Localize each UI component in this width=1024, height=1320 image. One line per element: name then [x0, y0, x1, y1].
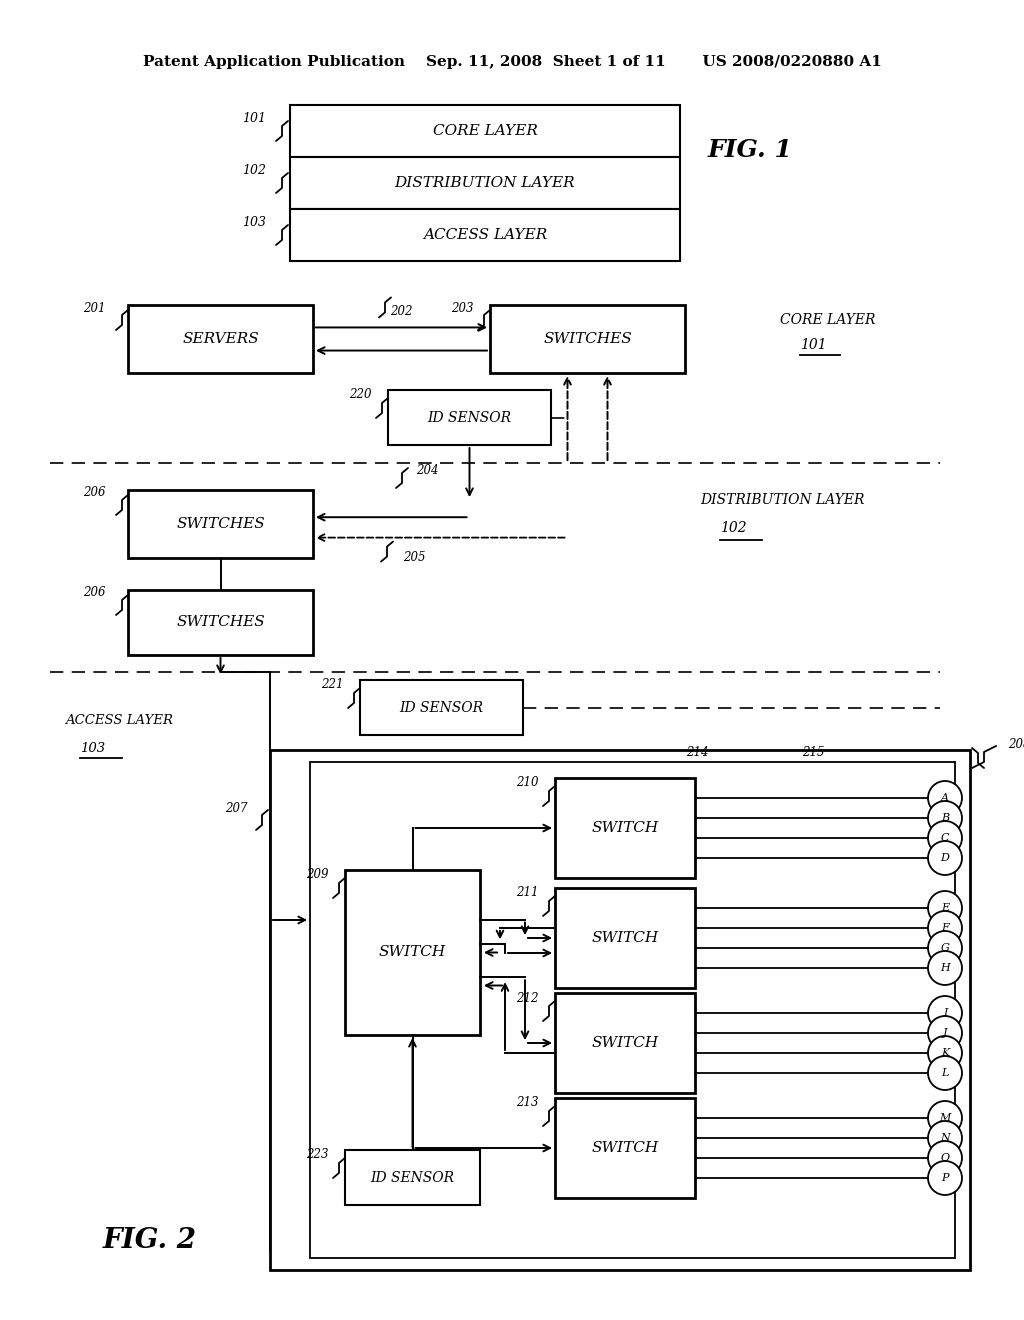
- Text: 214: 214: [686, 746, 709, 759]
- Circle shape: [928, 1162, 962, 1195]
- Text: P: P: [941, 1173, 949, 1183]
- Text: 210: 210: [516, 776, 539, 789]
- Text: 223: 223: [306, 1148, 329, 1162]
- Circle shape: [928, 891, 962, 925]
- Text: 207: 207: [225, 801, 248, 814]
- Text: H: H: [940, 964, 950, 973]
- Circle shape: [928, 1056, 962, 1090]
- Bar: [490, 305, 685, 374]
- Bar: [310, 762, 955, 1258]
- Text: C: C: [941, 833, 949, 843]
- Text: D: D: [941, 853, 949, 863]
- Text: 211: 211: [516, 887, 539, 899]
- Bar: [388, 389, 551, 445]
- Text: 102: 102: [720, 521, 746, 535]
- Text: FIG. 2: FIG. 2: [103, 1226, 197, 1254]
- Circle shape: [928, 1016, 962, 1049]
- Text: CORE LAYER: CORE LAYER: [432, 124, 538, 139]
- Text: 201: 201: [84, 301, 106, 314]
- Text: CORE LAYER: CORE LAYER: [780, 313, 876, 327]
- Circle shape: [928, 911, 962, 945]
- Text: ID SENSOR: ID SENSOR: [427, 411, 512, 425]
- Circle shape: [928, 1036, 962, 1071]
- Bar: [270, 750, 970, 1270]
- Text: 103: 103: [242, 216, 266, 230]
- Text: SWITCH: SWITCH: [379, 945, 446, 960]
- Bar: [555, 777, 695, 878]
- Text: SWITCH: SWITCH: [592, 821, 658, 836]
- Circle shape: [928, 801, 962, 836]
- Circle shape: [928, 841, 962, 875]
- Text: SWITCH: SWITCH: [592, 931, 658, 945]
- Text: ID SENSOR: ID SENSOR: [399, 701, 483, 714]
- Text: 212: 212: [516, 991, 539, 1005]
- Circle shape: [928, 931, 962, 965]
- Text: 202: 202: [390, 305, 413, 318]
- Text: K: K: [941, 1048, 949, 1059]
- Text: N: N: [940, 1133, 950, 1143]
- Circle shape: [928, 950, 962, 985]
- Text: 221: 221: [322, 678, 344, 692]
- Text: 206: 206: [84, 586, 106, 599]
- Text: ACCESS LAYER: ACCESS LAYER: [423, 228, 547, 242]
- Circle shape: [928, 1121, 962, 1155]
- Text: M: M: [939, 1113, 950, 1123]
- Text: 203: 203: [452, 301, 474, 314]
- Text: 220: 220: [349, 388, 372, 401]
- Bar: [128, 305, 313, 374]
- Text: O: O: [940, 1152, 949, 1163]
- Text: 204: 204: [416, 463, 438, 477]
- Text: SWITCH: SWITCH: [592, 1140, 658, 1155]
- Text: J: J: [943, 1028, 947, 1038]
- Text: 205: 205: [403, 552, 426, 564]
- Text: 101: 101: [800, 338, 826, 352]
- Text: E: E: [941, 903, 949, 913]
- Text: 209: 209: [306, 869, 329, 882]
- Text: SWITCH: SWITCH: [592, 1036, 658, 1049]
- Circle shape: [928, 997, 962, 1030]
- Text: 206: 206: [84, 487, 106, 499]
- Text: SWITCHES: SWITCHES: [543, 333, 632, 346]
- Text: 102: 102: [242, 165, 266, 177]
- Bar: [128, 490, 313, 558]
- Text: Patent Application Publication    Sep. 11, 2008  Sheet 1 of 11       US 2008/022: Patent Application Publication Sep. 11, …: [142, 55, 882, 69]
- Bar: [290, 157, 680, 209]
- Text: DISTRIBUTION LAYER: DISTRIBUTION LAYER: [394, 176, 575, 190]
- Text: L: L: [941, 1068, 948, 1078]
- Bar: [345, 1150, 480, 1205]
- Circle shape: [928, 821, 962, 855]
- Bar: [290, 209, 680, 261]
- Bar: [360, 680, 523, 735]
- Text: SERVERS: SERVERS: [182, 333, 259, 346]
- Text: B: B: [941, 813, 949, 822]
- Bar: [555, 1098, 695, 1199]
- Text: F: F: [941, 923, 949, 933]
- Text: 213: 213: [516, 1097, 539, 1110]
- Text: 208: 208: [1008, 738, 1024, 751]
- Bar: [128, 590, 313, 655]
- Text: FIG. 1: FIG. 1: [708, 139, 793, 162]
- Circle shape: [928, 1101, 962, 1135]
- Text: 215: 215: [802, 746, 824, 759]
- Bar: [555, 993, 695, 1093]
- Circle shape: [928, 1140, 962, 1175]
- Text: SWITCHES: SWITCHES: [176, 517, 265, 531]
- Bar: [555, 888, 695, 987]
- Bar: [345, 870, 480, 1035]
- Text: 101: 101: [242, 112, 266, 125]
- Text: DISTRIBUTION LAYER: DISTRIBUTION LAYER: [700, 492, 864, 507]
- Text: I: I: [943, 1008, 947, 1018]
- Text: 103: 103: [80, 742, 105, 755]
- Text: ID SENSOR: ID SENSOR: [371, 1171, 455, 1184]
- Text: A: A: [941, 793, 949, 803]
- Bar: [290, 106, 680, 157]
- Text: SWITCHES: SWITCHES: [176, 615, 265, 630]
- Circle shape: [928, 781, 962, 814]
- Text: G: G: [941, 942, 949, 953]
- Text: ACCESS LAYER: ACCESS LAYER: [65, 714, 173, 726]
